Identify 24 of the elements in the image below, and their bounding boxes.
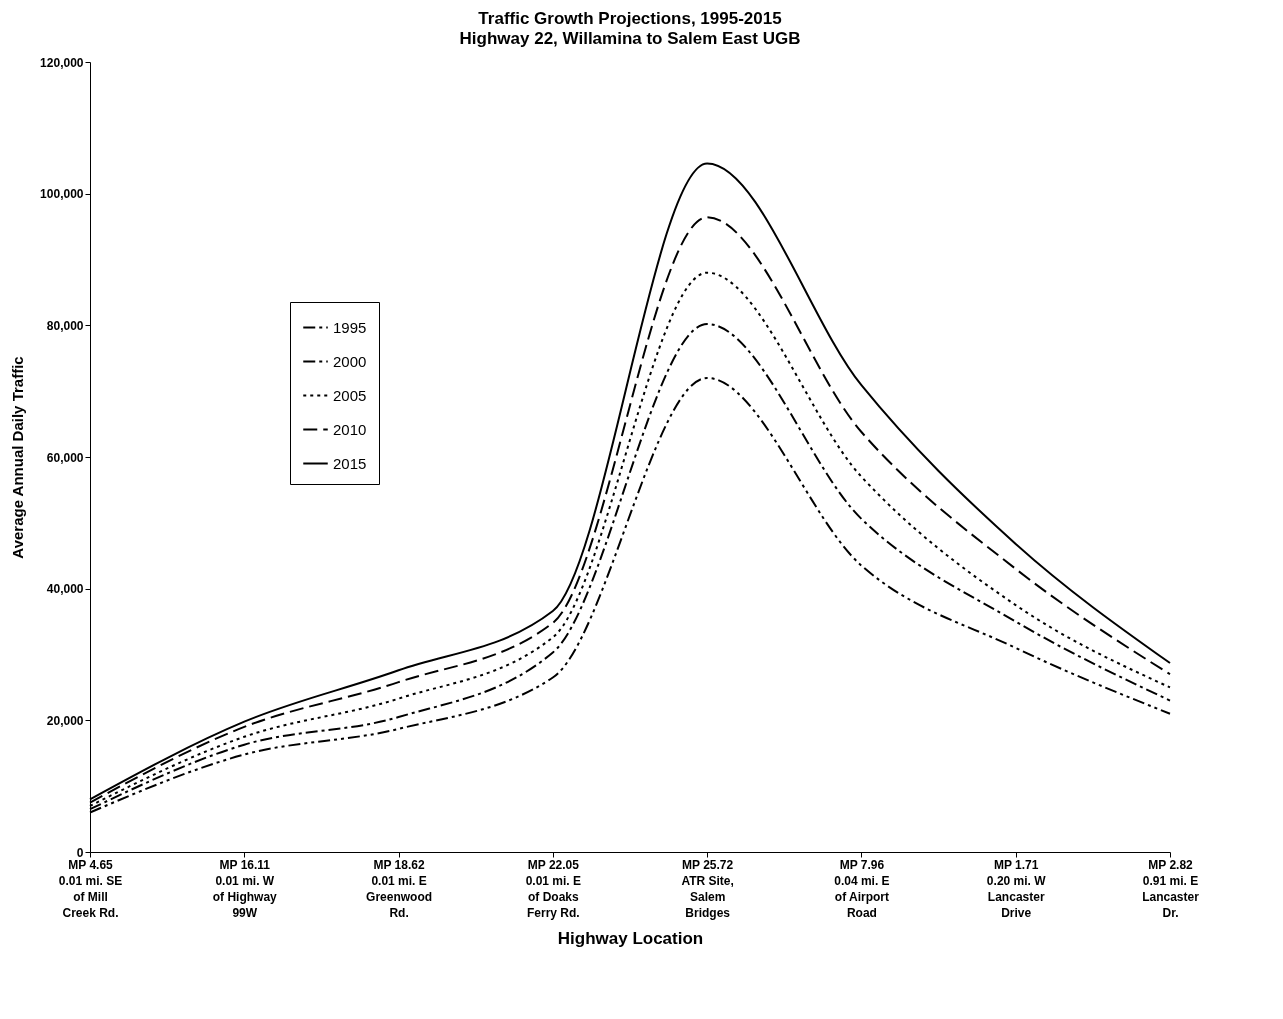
legend-label: 2000	[333, 352, 367, 370]
legend-label: 2010	[333, 420, 367, 438]
y-tick-label: 0	[76, 845, 84, 860]
y-tick-label: 120,000	[40, 55, 84, 70]
x-tick-label: MP 2.82 0.91 mi. E Lancaster Dr.	[1142, 857, 1200, 920]
chart-title: Traffic Growth Projections, 1995-2015	[478, 9, 782, 28]
x-axis-title: Highway Location	[557, 928, 704, 948]
legend-label: 2005	[333, 386, 367, 404]
legend-label: 2015	[333, 454, 367, 472]
chart-subtitle: Highway 22, Willamina to Salem East UGB	[459, 29, 801, 48]
x-tick-label: MP 16.11 0.01 mi. W of Highway 99W	[212, 857, 278, 920]
y-tick-label: 80,000	[46, 318, 84, 333]
y-tick-label: 60,000	[46, 450, 84, 465]
x-tick-label: MP 4.65 0.01 mi. SE of Mill Creek Rd.	[58, 857, 123, 920]
x-tick-label: MP 7.96 0.04 mi. E of Airport Road	[834, 857, 890, 920]
y-tick-label: 20,000	[46, 713, 84, 728]
x-tick-label: MP 1.71 0.20 mi. W Lancaster Drive	[986, 857, 1047, 920]
y-axis-title: Average Annual Daily Traffic	[9, 356, 27, 559]
y-tick-label: 40,000	[46, 582, 84, 597]
x-tick-label: MP 22.05 0.01 mi. E of Doaks Ferry Rd.	[525, 857, 582, 920]
y-tick-label: 100,000	[40, 187, 84, 202]
x-tick-label: MP 25.72 ATR Site, Salem Bridges	[681, 857, 734, 920]
legend-label: 1995	[333, 318, 367, 336]
x-tick-label: MP 18.62 0.01 mi. E Greenwood Rd.	[366, 857, 433, 920]
